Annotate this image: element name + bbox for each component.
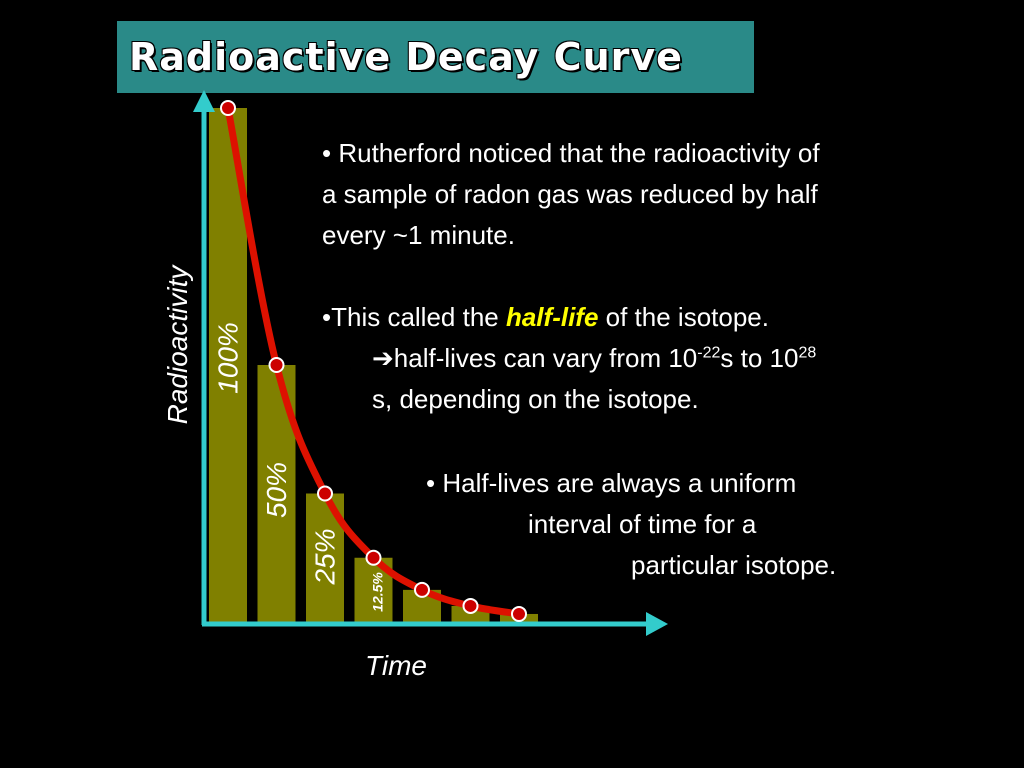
- bullet-rutherford-line1: • Rutherford noticed that the radioactiv…: [322, 138, 820, 168]
- bar-label-3: 12.5%: [370, 572, 386, 612]
- range-pre: half-lives can vary from 10: [393, 343, 698, 373]
- data-point-1: [268, 357, 285, 373]
- half-life-highlight: half-life: [505, 302, 599, 332]
- slide-title: Radioactive Decay Curve: [129, 35, 683, 79]
- bar-label-2: 25%: [310, 528, 341, 585]
- range-exp-min: -22: [697, 344, 721, 362]
- data-point-0: [220, 100, 236, 116]
- bullet-uniform-line1: • Half-lives are always a uniform: [426, 468, 797, 498]
- range-exp-max: 28: [798, 344, 817, 362]
- bullet-rutherford-line3: every ~1 minute.: [322, 220, 515, 250]
- data-point-3: [365, 549, 382, 566]
- half-life-post: of the isotope.: [598, 302, 769, 332]
- y-axis-arrowhead: [193, 90, 215, 112]
- data-point-4: [414, 581, 430, 598]
- bar-label-0: 100%: [213, 322, 244, 394]
- decay-curve: [224, 104, 523, 618]
- range-mid: s to 10: [720, 343, 799, 373]
- title-banner: Radioactive Decay Curve: [117, 21, 754, 93]
- bullet-rutherford-line2: a sample of radon gas was reduced by hal…: [322, 179, 818, 209]
- half-life-pre: •This called the: [322, 302, 506, 332]
- x-axis-arrowhead: [646, 612, 668, 636]
- bullet-range-line2: s, depending on the isotope.: [372, 384, 699, 414]
- bullet-uniform-line3: particular isotope.: [631, 550, 837, 580]
- data-point-5: [462, 597, 479, 614]
- y-axis-label: Radioactivity: [162, 265, 193, 425]
- data-point-6: [511, 605, 527, 622]
- x-axis-label: Time: [365, 650, 427, 681]
- bullet-uniform-line2: interval of time for a: [528, 509, 757, 539]
- bullet-range-line1: ➔half-lives can vary from 10-22s to 1028: [372, 338, 816, 379]
- data-point-2: [317, 485, 333, 502]
- bar-label-1: 50%: [261, 462, 292, 518]
- arrow-icon: ➔: [372, 343, 394, 373]
- bullet-half-life: •This called the half-life of the isotop…: [322, 297, 769, 338]
